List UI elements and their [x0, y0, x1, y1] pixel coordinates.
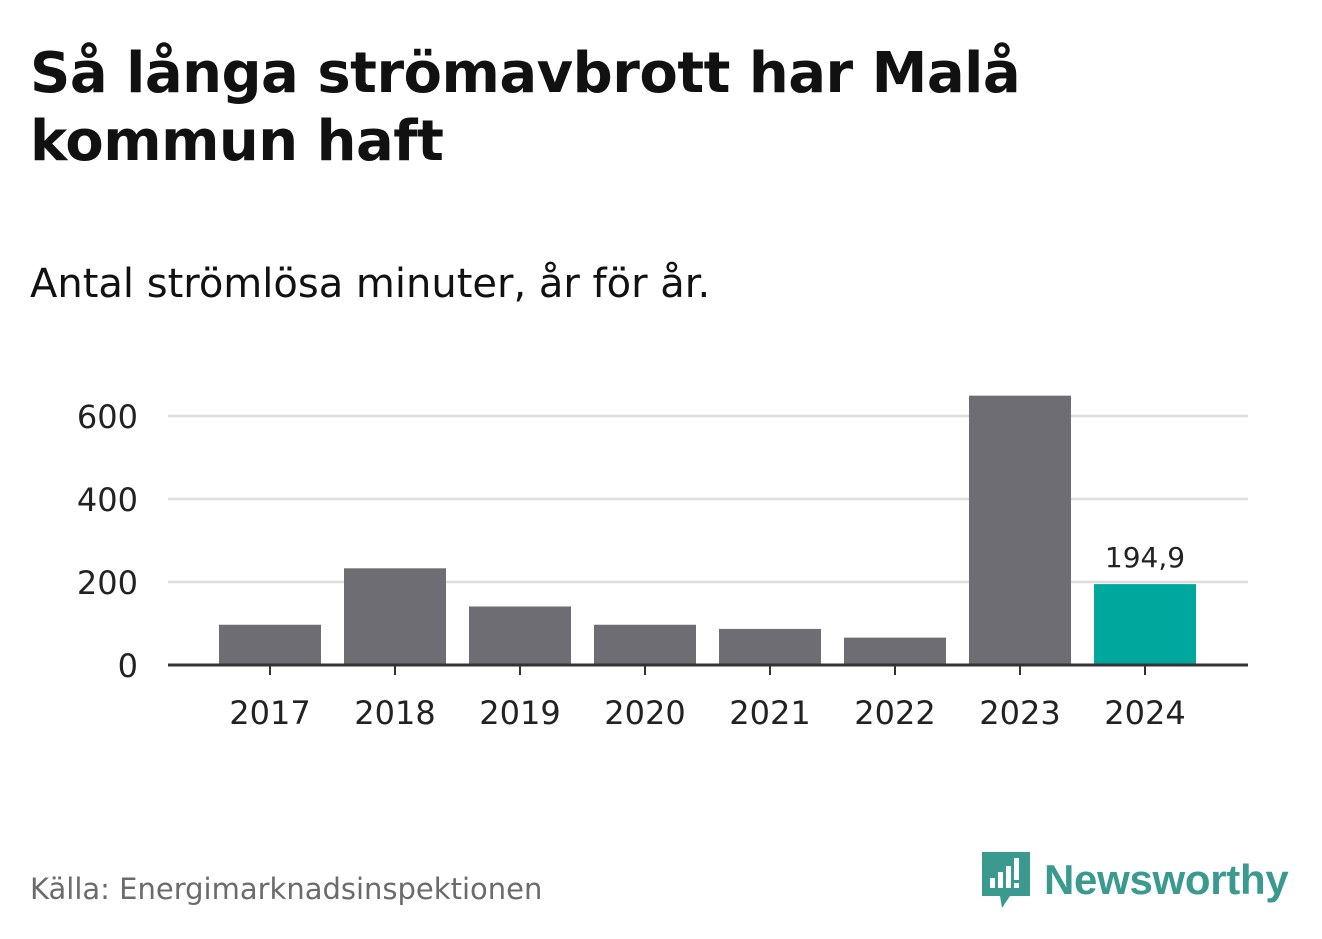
- bar-2024: [1094, 584, 1196, 665]
- y-tick-label: 200: [77, 564, 138, 602]
- x-tick-label-2024: 2024: [1104, 694, 1185, 732]
- bar-2020: [594, 624, 696, 665]
- y-axis-ticks: 0 200 400 600: [77, 398, 138, 685]
- bar-2022: [844, 637, 946, 665]
- bar-2019: [469, 606, 571, 665]
- y-tick-label: 0: [118, 647, 138, 685]
- chart-title: Så långa strömavbrott har Malå kommun ha…: [30, 41, 1021, 174]
- x-tick-label-2017: 2017: [229, 694, 310, 732]
- x-tick-label-2021: 2021: [729, 694, 810, 732]
- data-label-2024: 194,9: [1105, 541, 1185, 574]
- bar-chart-speech-bubble-icon: [982, 852, 1030, 908]
- x-tick-label-2019: 2019: [479, 694, 560, 732]
- x-tick-label-2018: 2018: [354, 694, 435, 732]
- bar-2023: [969, 395, 1071, 665]
- y-tick-label: 400: [77, 481, 138, 519]
- x-axis-ticks: 2017 2018 2019 2020 2021 2022 2023 2024: [229, 665, 1186, 732]
- source-note: Källa: Energimarknadsinspektionen: [30, 872, 543, 906]
- x-tick-label-2022: 2022: [854, 694, 935, 732]
- x-tick-label-2020: 2020: [604, 694, 685, 732]
- gridlines: [168, 414, 1248, 584]
- bars: [219, 395, 1196, 665]
- bar-2018: [344, 568, 446, 665]
- x-tick-label-2023: 2023: [979, 694, 1060, 732]
- brand: Newsworthy: [980, 850, 1289, 910]
- brand-name: Newsworthy: [1044, 856, 1289, 903]
- chart-subtitle: Antal strömlösa minuter, år för år.: [30, 261, 711, 307]
- y-tick-label: 600: [77, 398, 138, 436]
- bar-2021: [719, 628, 821, 665]
- bar-2017: [219, 624, 321, 665]
- data-labels: 194,9: [1105, 541, 1185, 574]
